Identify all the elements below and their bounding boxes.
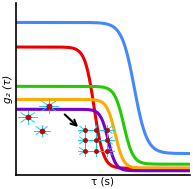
X-axis label: τ (s): τ (s) — [91, 176, 114, 186]
Y-axis label: g₂ (τ): g₂ (τ) — [3, 75, 13, 103]
